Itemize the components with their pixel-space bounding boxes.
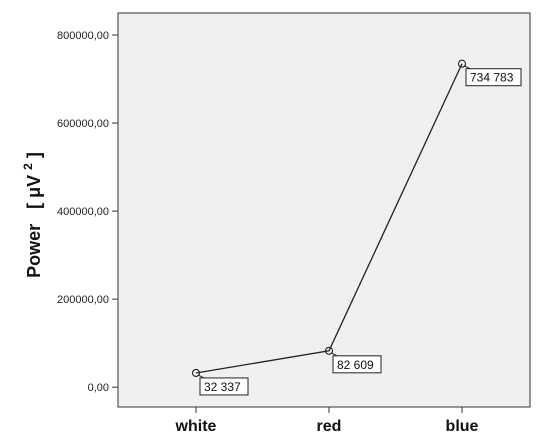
series-line <box>195 63 463 374</box>
y-tick-label: 200000,00 <box>57 294 109 306</box>
x-tick-label: blue <box>446 418 479 435</box>
data-label: 82 609 <box>337 358 374 372</box>
y-axis-label-unit-close: ] <box>24 152 44 158</box>
data-point <box>191 368 201 378</box>
y-axis-label-unit-sup: 2 <box>21 163 35 170</box>
data-point <box>457 59 467 68</box>
data-point <box>324 346 334 355</box>
data-label: 32 337 <box>204 380 241 394</box>
x-tick-label: red <box>317 418 342 435</box>
y-tick-label: 0,00 <box>88 382 109 394</box>
y-axis-label-name: Power <box>24 224 44 278</box>
y-axis: 0,00 200000,00 400000,00 600000,00 800000,00 <box>57 30 118 394</box>
data-label-box <box>465 68 522 87</box>
data-label: 734 783 <box>470 71 514 85</box>
y-tick-label: 800000,00 <box>57 30 109 42</box>
y-axis-label: Power [ μV 2 ] <box>16 152 44 278</box>
x-axis: white red blue <box>175 407 479 435</box>
series: 32 337 82 609 734 783 <box>191 59 522 396</box>
x-tick-label: white <box>175 418 217 435</box>
y-tick-label: 600000,00 <box>57 118 109 130</box>
y-tick-label: 400000,00 <box>57 206 109 218</box>
plot-area <box>117 12 531 408</box>
y-axis-label-unit: [ μV <box>24 175 44 209</box>
data-label-box <box>199 377 249 396</box>
data-label-box <box>332 355 382 374</box>
